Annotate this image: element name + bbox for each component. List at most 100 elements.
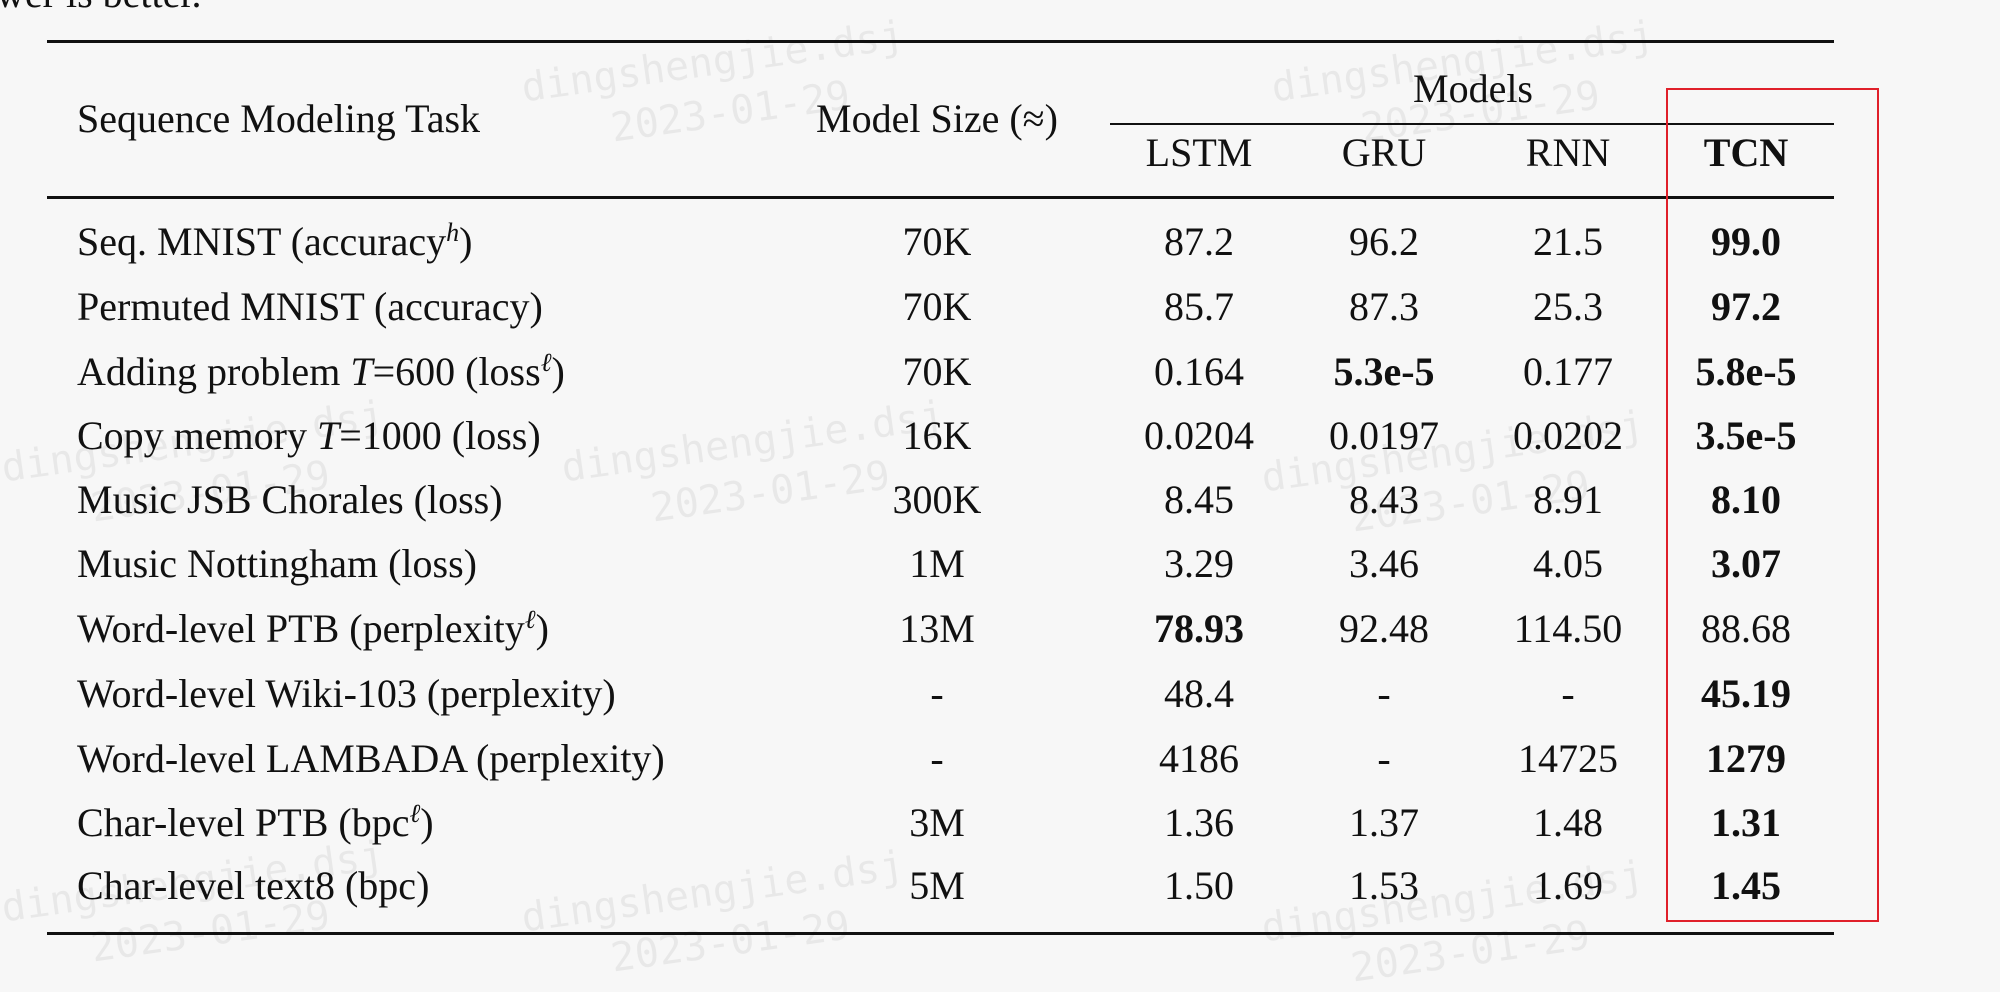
value-cell: 1.50: [1164, 863, 1234, 908]
header-model: LSTM: [1145, 130, 1253, 175]
task-cell: Word-level Wiki-103 (perplexity): [77, 670, 616, 718]
task-text: h: [446, 218, 460, 247]
value-cell: 78.93: [1154, 606, 1244, 651]
top-rule: [47, 40, 1834, 43]
value-cell: 1.37: [1349, 800, 1419, 845]
value-cell: 4.05: [1533, 541, 1603, 586]
task-cell: Word-level PTB (perplexityℓ): [77, 605, 549, 653]
value-cell: 48.4: [1164, 671, 1234, 716]
header-model: RNN: [1525, 130, 1611, 175]
task-cell: Char-level text8 (bpc): [77, 862, 429, 910]
value-cell: 4186: [1159, 736, 1239, 781]
task-text: T: [350, 349, 373, 394]
size-cell: 5M: [909, 863, 965, 908]
size-cell: 70K: [902, 219, 972, 264]
value-cell: 1.31: [1711, 800, 1781, 845]
bottom-rule: [47, 932, 1834, 935]
value-cell: 3.46: [1349, 541, 1419, 586]
value-cell: 8.45: [1164, 477, 1234, 522]
value-cell: 85.7: [1164, 284, 1234, 329]
value-cell: 1.45: [1711, 863, 1781, 908]
value-cell: 99.0: [1711, 219, 1781, 264]
task-text: Adding problem: [77, 349, 351, 394]
task-cell: Seq. MNIST (accuracyh): [77, 218, 472, 266]
value-cell: 87.2: [1164, 219, 1234, 264]
size-cell: 70K: [902, 284, 972, 329]
value-cell: 1279: [1706, 736, 1786, 781]
header-size: Model Size (≈): [816, 96, 1058, 141]
value-cell: 8.43: [1349, 477, 1419, 522]
task-text: ): [551, 349, 565, 394]
value-cell: 0.177: [1523, 349, 1613, 394]
header-models: Models: [1413, 66, 1533, 111]
page: wer is better. Sequence Modeling Task Mod…: [0, 0, 1879, 992]
task-text: ): [459, 219, 473, 264]
value-cell: -: [1377, 671, 1391, 716]
value-cell: 3.29: [1164, 541, 1234, 586]
size-cell: 1M: [909, 541, 965, 586]
task-text: Char-level PTB (bpc: [77, 800, 410, 845]
size-cell: -: [930, 671, 944, 716]
task-text: Permuted MNIST (accuracy): [77, 284, 543, 329]
task-cell: Word-level LAMBADA (perplexity): [77, 735, 665, 783]
value-cell: 1.36: [1164, 800, 1234, 845]
size-cell: 70K: [902, 349, 972, 394]
value-cell: 21.5: [1533, 219, 1603, 264]
value-cell: 25.3: [1533, 284, 1603, 329]
task-cell: Music Nottingham (loss): [77, 540, 477, 588]
value-cell: 45.19: [1701, 671, 1791, 716]
value-cell: 3.07: [1711, 541, 1781, 586]
value-cell: 0.0197: [1329, 413, 1439, 458]
task-cell: Permuted MNIST (accuracy): [77, 283, 543, 331]
value-cell: 97.2: [1711, 284, 1781, 329]
value-cell: 8.91: [1533, 477, 1603, 522]
task-cell: Char-level PTB (bpcℓ): [77, 799, 434, 847]
value-cell: 114.50: [1513, 606, 1623, 651]
header-model: TCN: [1703, 130, 1789, 175]
task-text: ℓ: [409, 799, 421, 828]
size-cell: -: [930, 736, 944, 781]
value-cell: 87.3: [1349, 284, 1419, 329]
highlight-box: [1666, 88, 1879, 922]
task-text: =600 (loss: [372, 349, 541, 394]
value-cell: 14725: [1518, 736, 1618, 781]
header-task: Sequence Modeling Task: [77, 96, 481, 141]
header-model: GRU: [1341, 130, 1427, 175]
value-cell: 5.8e-5: [1695, 349, 1797, 394]
task-text: Copy memory: [77, 413, 317, 458]
size-cell: 13M: [899, 606, 975, 651]
task-text: Word-level PTB (perplexity: [77, 606, 525, 651]
task-text: Music JSB Chorales (loss): [77, 477, 503, 522]
task-text: T: [316, 413, 340, 458]
value-cell: 1.48: [1533, 800, 1603, 845]
value-cell: 88.68: [1701, 606, 1791, 651]
value-cell: 1.69: [1533, 863, 1603, 908]
task-text: ): [535, 606, 549, 651]
size-cell: 16K: [902, 413, 972, 458]
value-cell: -: [1377, 736, 1391, 781]
group-rule: [1110, 123, 1834, 125]
value-cell: 0.0204: [1144, 413, 1254, 458]
value-cell: 96.2: [1349, 219, 1419, 264]
value-cell: 1.53: [1349, 863, 1419, 908]
caption-fragment: wer is better.: [0, 0, 202, 18]
value-cell: 92.48: [1339, 606, 1429, 651]
header-rule: [47, 196, 1834, 199]
size-cell: 300K: [892, 477, 982, 522]
value-cell: -: [1561, 671, 1575, 716]
task-text: Char-level text8 (bpc): [77, 863, 430, 908]
size-cell: 3M: [909, 800, 965, 845]
task-cell: Copy memory T=1000 (loss): [77, 412, 541, 460]
task-text: ℓ: [524, 605, 536, 634]
value-cell: 3.5e-5: [1695, 413, 1797, 458]
task-text: =1000 (loss): [339, 413, 541, 458]
value-cell: 5.3e-5: [1333, 349, 1435, 394]
value-cell: 0.164: [1154, 349, 1244, 394]
task-text: ): [420, 800, 434, 845]
task-text: Seq. MNIST (accuracy: [77, 219, 447, 264]
task-text: Word-level Wiki-103 (perplexity): [77, 671, 616, 716]
value-cell: 0.0202: [1513, 413, 1623, 458]
value-cell: 8.10: [1711, 477, 1781, 522]
task-text: Music Nottingham (loss): [77, 541, 477, 586]
task-cell: Music JSB Chorales (loss): [77, 476, 503, 524]
